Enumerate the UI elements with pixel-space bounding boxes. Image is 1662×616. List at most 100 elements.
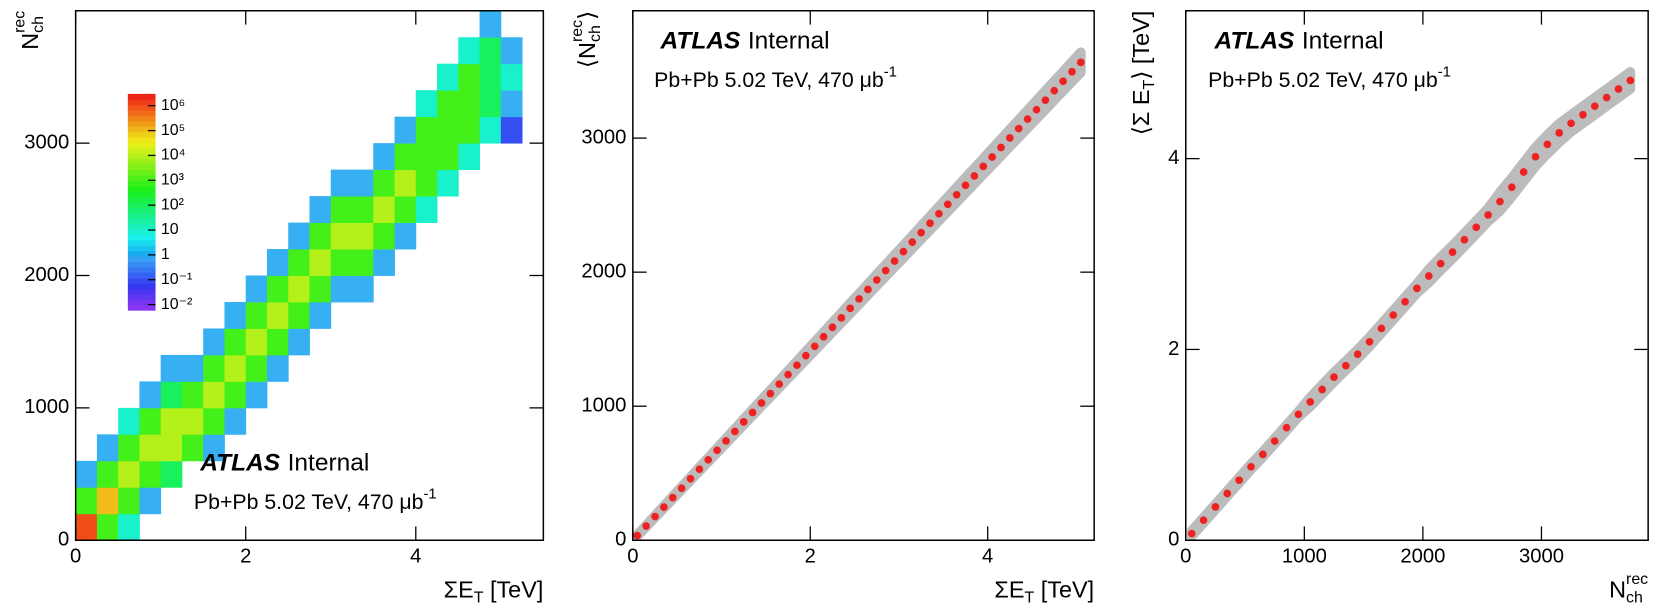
- data-point: [668, 493, 677, 502]
- hist-cell: [458, 37, 480, 65]
- colorbar-step: [127, 304, 156, 311]
- data-point: [757, 399, 766, 407]
- dataset: Pb+Pb 5.02 TeV, 470 μb: [194, 490, 424, 514]
- hist-cell: [96, 487, 119, 515]
- label-part: [TeV]: [1034, 577, 1094, 603]
- data-point: [1626, 76, 1635, 85]
- label-part: N: [17, 33, 43, 50]
- hist-cell: [330, 222, 353, 250]
- data-point: [1068, 67, 1076, 76]
- data-point: [819, 332, 828, 341]
- hist-cell: [118, 407, 140, 435]
- panel: 0 2 4 0 1000 2000 3000 ΣET [TeV] ⟨Nchrec⟩ ATLAS In…: [569, 10, 1095, 607]
- colorbar-step: [127, 229, 156, 235]
- hist-cell: [437, 90, 459, 118]
- hist-cell: [139, 487, 162, 515]
- error-band: [632, 47, 1086, 541]
- hist-cell: [352, 275, 374, 303]
- hist-cell: [394, 143, 417, 171]
- label-sup: rec: [569, 20, 586, 42]
- colorbar-step: [127, 142, 156, 149]
- data-point: [633, 531, 642, 540]
- data-point: [801, 351, 810, 360]
- label-part: ⟨N: [574, 42, 600, 68]
- plot-area: [632, 47, 1086, 541]
- hist-cell: [96, 460, 119, 488]
- axes-frame: [1185, 10, 1649, 541]
- status: Internal: [1302, 28, 1384, 55]
- colorbar-step: [127, 234, 156, 241]
- x-tick-label: 2: [240, 546, 251, 568]
- data-point: [1413, 284, 1421, 293]
- hist-cell: [500, 37, 523, 65]
- data-point: [1436, 259, 1445, 268]
- hist-cell: [458, 116, 480, 144]
- data-point: [1341, 361, 1350, 370]
- data-point: [864, 285, 872, 294]
- hist-cell: [181, 381, 204, 409]
- hist-cell: [288, 222, 310, 250]
- dataset: Pb+Pb 5.02 TeV, 470 μb: [1208, 68, 1438, 92]
- colorbar-step: [127, 293, 156, 300]
- data-point: [970, 172, 979, 180]
- hist-cell: [266, 328, 289, 356]
- colorbar-step: [127, 110, 156, 117]
- data-point: [1472, 223, 1481, 232]
- data-point: [1041, 96, 1050, 105]
- experiment: ATLAS: [660, 28, 741, 55]
- data-point: [1294, 410, 1303, 419]
- colorbar-step: [127, 169, 156, 176]
- annotation-experiment: ATLAS Internal: [660, 28, 830, 55]
- data-point: [1519, 168, 1528, 176]
- data-point: [908, 238, 917, 246]
- colorbar-step: [127, 93, 156, 100]
- colorbar-label: 10³: [161, 172, 184, 189]
- dataset-sup: -1: [423, 486, 436, 502]
- hist-cell: [437, 169, 459, 197]
- hist-cell: [96, 513, 119, 541]
- data-point: [704, 455, 713, 464]
- data-point: [1353, 350, 1362, 359]
- hist-cell: [479, 116, 502, 144]
- data-point: [1032, 105, 1041, 114]
- data-point: [1211, 503, 1220, 511]
- hist-cell: [224, 354, 247, 382]
- hist-cell: [479, 37, 502, 65]
- hist-cell: [479, 10, 502, 38]
- x-tick-label: 2000: [1400, 546, 1445, 568]
- error-band: [1186, 67, 1636, 541]
- colorbar-step: [127, 137, 156, 144]
- hist-cell: [330, 196, 353, 223]
- colorbar-step: [127, 120, 156, 127]
- data-point: [1014, 124, 1023, 133]
- hist-cell: [288, 275, 310, 303]
- label-sub: ch: [1626, 590, 1643, 607]
- colorbar-step: [127, 131, 156, 138]
- y-tick-label: 3000: [24, 131, 69, 153]
- data-point: [660, 503, 668, 511]
- data-point: [1223, 489, 1232, 498]
- annotation-dataset: Pb+Pb 5.02 TeV, 470 μb-1: [194, 486, 437, 513]
- colorbar-step: [127, 261, 156, 268]
- colorbar-step: [127, 218, 156, 225]
- colorbar-step: [127, 212, 156, 219]
- data-point: [979, 162, 988, 171]
- label-sup: rec: [12, 11, 29, 33]
- label-part: [TeV]: [483, 577, 543, 603]
- x-axis-title: ΣET [TeV]: [444, 577, 544, 607]
- hist-cell: [139, 407, 162, 435]
- colorbar-step: [127, 158, 156, 165]
- hist-cell: [394, 116, 417, 144]
- hist-cell: [245, 301, 268, 329]
- hist-cell: [160, 407, 183, 435]
- axes-frame: [632, 10, 1095, 541]
- x-tick-label: 4: [982, 546, 993, 568]
- y-tick-label: 1000: [581, 395, 626, 417]
- x-tick-label: 1000: [1282, 546, 1327, 568]
- hist-cell: [500, 63, 523, 91]
- hist-cell: [309, 249, 332, 276]
- colorbar-step: [127, 299, 156, 306]
- hist-cell: [245, 275, 268, 303]
- hist-cell: [415, 143, 438, 171]
- hist-cell: [266, 301, 289, 329]
